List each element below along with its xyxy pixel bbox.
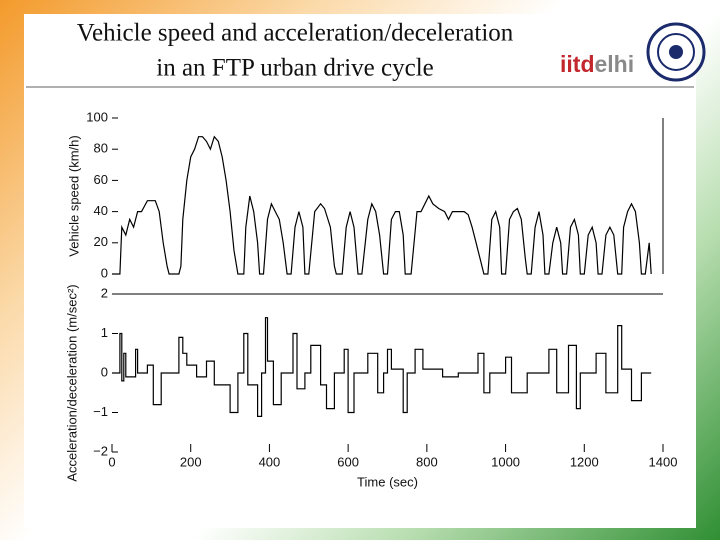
logo-part: iitd <box>560 51 595 77</box>
x-tick-label: 1400 <box>649 454 678 469</box>
y-tick-label: 60 <box>94 172 108 187</box>
y-axis-label: Acceleration/deceleration (m/sec²) <box>64 284 79 481</box>
y-tick-label: 0 <box>101 265 108 280</box>
logo-emblem <box>669 45 683 59</box>
title-line: Vehicle speed and acceleration/decelerat… <box>77 20 514 47</box>
x-tick-label: 800 <box>416 454 438 469</box>
y-tick-label: 80 <box>94 141 108 156</box>
x-axis-label: Time (sec) <box>357 474 418 489</box>
data-line <box>112 317 652 417</box>
logo-emblem <box>657 33 695 71</box>
y-axis-label: Vehicle speed (km/h) <box>66 135 81 256</box>
logo-part: elhi <box>595 51 635 77</box>
logo-text: iitdelhi <box>560 51 634 77</box>
y-tick-label: −2 <box>93 443 108 458</box>
x-tick-label: 400 <box>259 454 281 469</box>
y-tick-label: 0 <box>101 364 108 379</box>
x-tick-label: 600 <box>337 454 359 469</box>
x-tick-label: 200 <box>180 454 202 469</box>
x-tick-label: 1200 <box>570 454 599 469</box>
y-tick-label: 40 <box>94 203 108 218</box>
logo-emblem <box>646 22 706 82</box>
y-tick-label: 2 <box>101 285 108 300</box>
x-tick-label: 1000 <box>491 454 520 469</box>
y-tick-label: 20 <box>94 234 108 249</box>
y-tick-label: 100 <box>86 109 108 124</box>
title-line: in an FTP urban drive cycle <box>156 55 433 82</box>
content-area <box>24 14 696 528</box>
y-tick-label: −1 <box>93 404 108 419</box>
data-line <box>112 135 652 275</box>
x-tick-label: 0 <box>108 454 115 469</box>
y-tick-label: 1 <box>101 325 108 340</box>
